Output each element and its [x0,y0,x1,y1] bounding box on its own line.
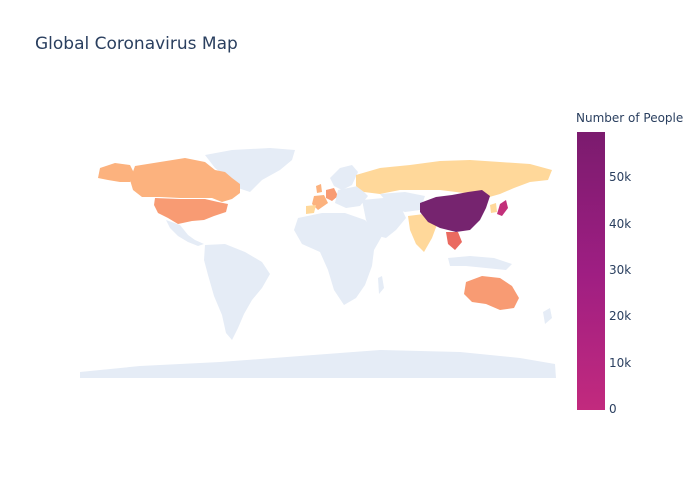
colorbar-tick-label: 40k [609,216,632,231]
europe[interactable] [306,165,368,214]
korea[interactable] [490,203,497,213]
new-zealand[interactable] [543,308,552,324]
china[interactable] [420,190,490,232]
canada[interactable] [130,158,240,202]
germany[interactable] [326,188,338,201]
indonesia[interactable] [448,256,512,270]
colorbar-tick-label: 10k [609,355,632,370]
southeast-asia[interactable] [446,232,462,250]
madagascar[interactable] [378,276,384,294]
colorbar-tick-label: 20k [609,309,632,324]
north-america[interactable] [98,148,295,246]
eastern-europe[interactable] [335,186,368,208]
africa[interactable] [294,213,382,305]
colorbar-tick-label: 30k [609,263,632,277]
russia[interactable] [356,160,552,198]
colorbar [577,132,605,410]
france[interactable] [312,195,328,210]
chart-title: Global Coronavirus Map [35,34,238,54]
asia[interactable] [356,160,552,270]
south-america[interactable] [204,244,270,340]
india[interactable] [408,214,438,252]
antarctica[interactable] [80,350,556,378]
spain[interactable] [306,205,316,214]
greenland[interactable] [205,148,295,192]
mexico[interactable] [166,220,204,246]
australia[interactable] [464,276,519,310]
central-asia[interactable] [380,192,425,212]
colorbar-tick-label: 0 [609,402,617,416]
scandinavia[interactable] [330,165,358,190]
colorbar-tick-label: 50k [609,170,632,185]
colorbar-title: Number of People [576,111,684,125]
alaska[interactable] [98,163,135,182]
uk[interactable] [316,184,322,193]
usa[interactable] [154,198,228,224]
japan[interactable] [497,200,508,216]
